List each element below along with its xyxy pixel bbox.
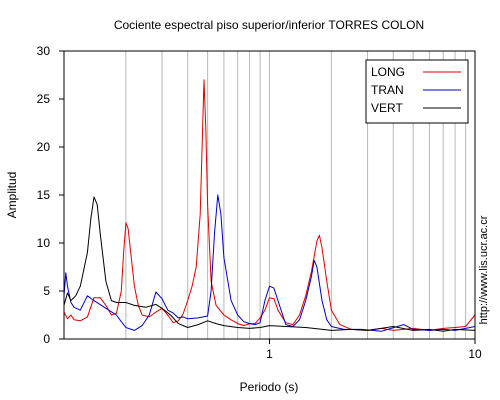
legend-box bbox=[365, 59, 469, 124]
y-tick-label: 15 bbox=[37, 188, 51, 202]
y-tick-label: 20 bbox=[37, 140, 51, 154]
tick-layer: 0 5 10 15 20 25 30 1 10 bbox=[37, 44, 482, 361]
y-axis-title: Amplitud bbox=[5, 172, 19, 219]
legend-label-vert: VERT bbox=[371, 101, 403, 115]
x-tick-label: 10 bbox=[468, 347, 482, 361]
series-vert-line bbox=[63, 196, 476, 332]
chart-title: Cociente espectral piso superior/inferio… bbox=[114, 18, 424, 32]
series-layer bbox=[63, 79, 476, 332]
source-url-text: http://www.lis.ucr.ac.cr bbox=[478, 215, 490, 324]
series-long-line bbox=[63, 79, 476, 331]
legend-label-long: LONG bbox=[371, 65, 405, 79]
y-tick-label: 0 bbox=[43, 332, 50, 346]
series-tran-line bbox=[63, 194, 476, 332]
x-tick-label: 1 bbox=[266, 347, 273, 361]
y-tick-label: 10 bbox=[37, 236, 51, 250]
y-tick-label: 25 bbox=[37, 92, 51, 106]
legend: LONG TRAN VERT bbox=[365, 59, 469, 124]
legend-entries: LONG TRAN VERT bbox=[371, 65, 461, 115]
y-tick-label: 5 bbox=[43, 284, 50, 298]
y-tick-label: 30 bbox=[37, 44, 51, 58]
legend-label-tran: TRAN bbox=[371, 83, 404, 97]
x-axis-title: Periodo (s) bbox=[240, 380, 299, 394]
